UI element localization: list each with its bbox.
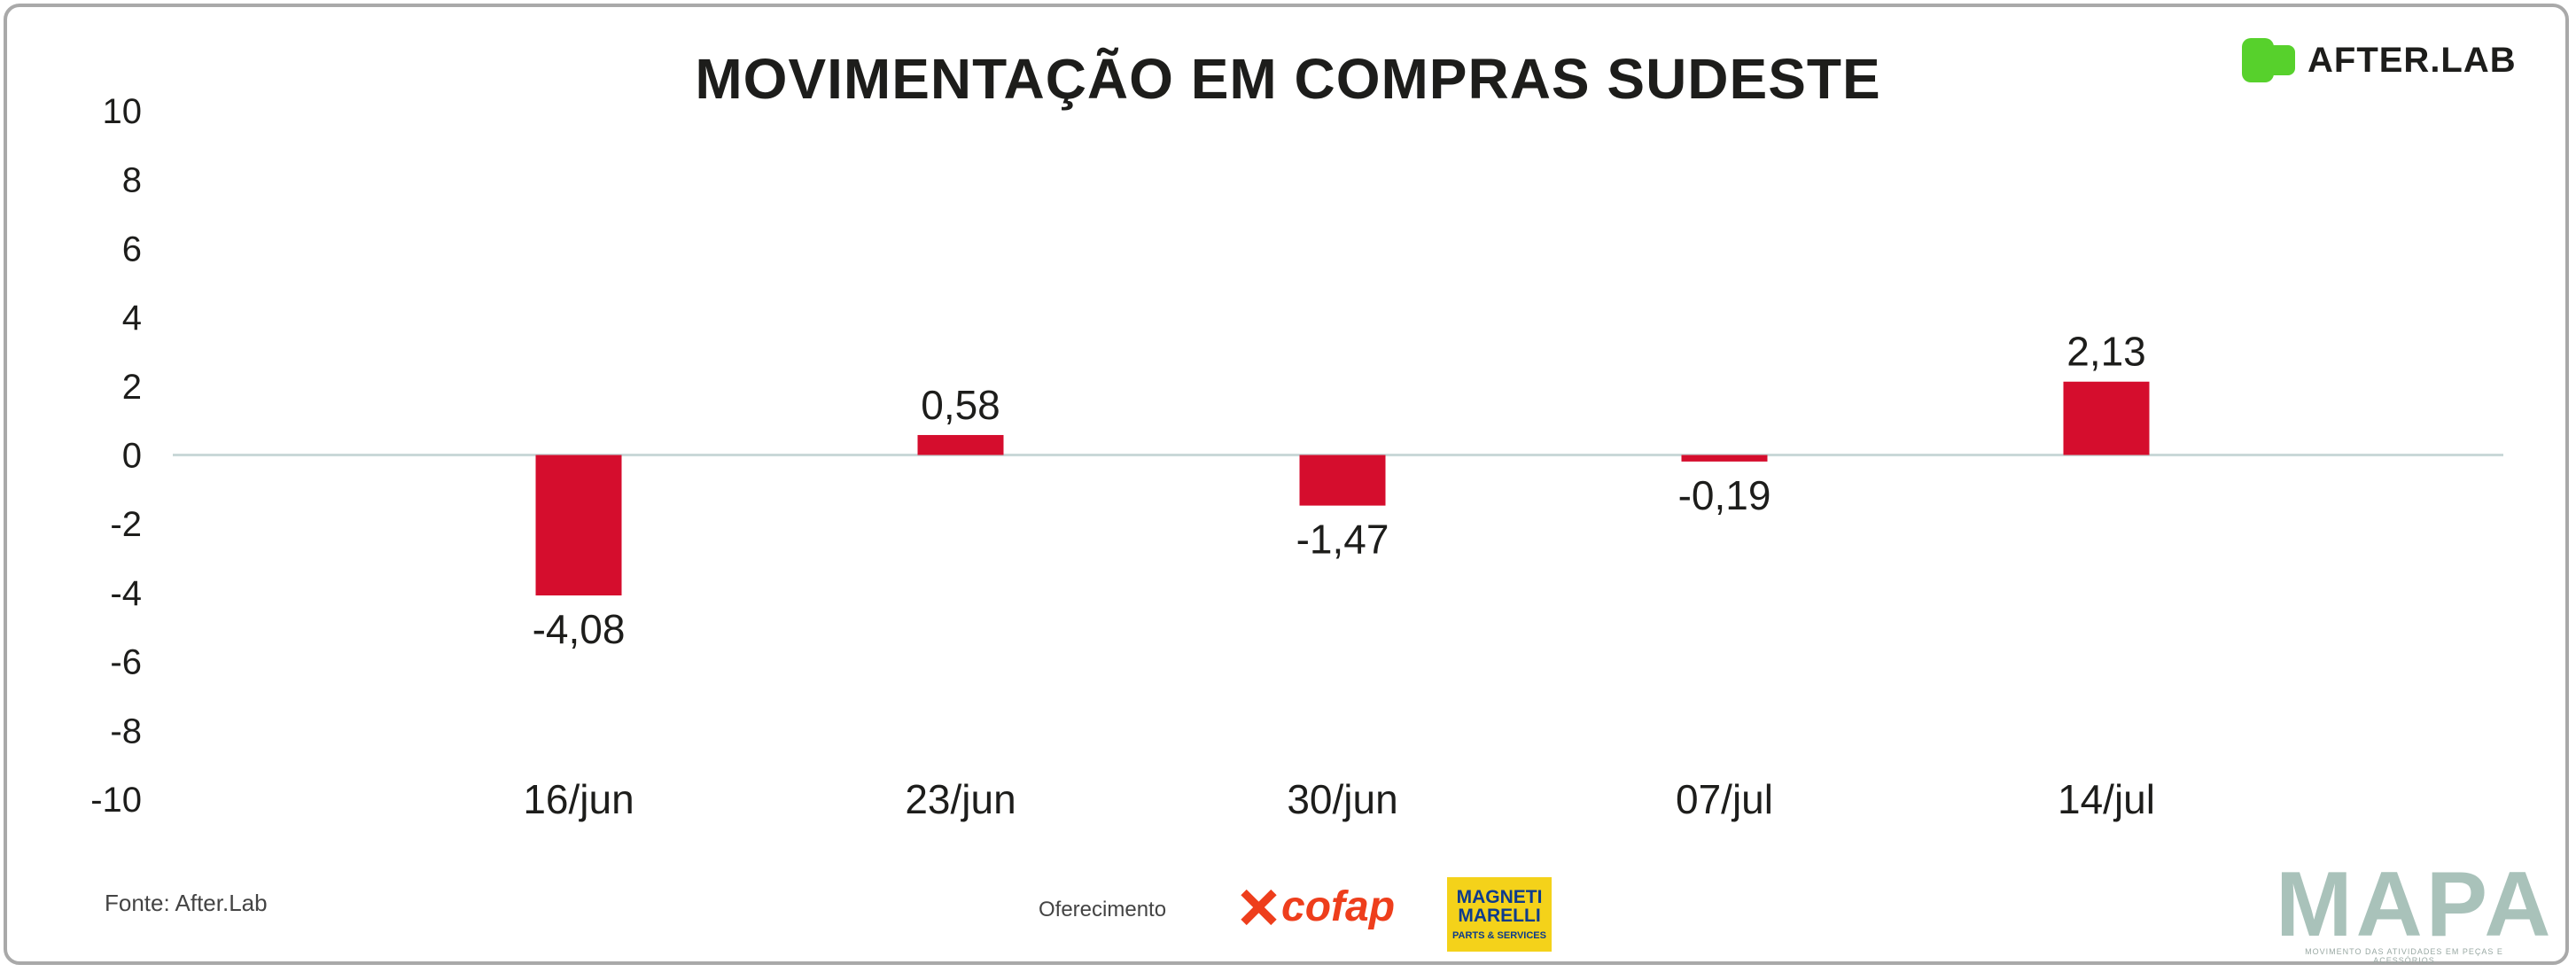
afterlab-logo-text: AFTER.LAB — [2308, 40, 2517, 80]
x-tick-label: 16/jun — [523, 776, 634, 822]
marelli-text: MARELLI — [1458, 906, 1541, 926]
bar — [1681, 455, 1768, 462]
sponsor-label: Oferecimento — [1039, 898, 1167, 921]
data-label: -0,19 — [1678, 472, 1771, 518]
y-tick-label: 2 — [122, 368, 142, 407]
chart-frame — [4, 4, 2569, 965]
afterlab-logo: AFTER.LAB — [2242, 34, 2517, 87]
bar — [535, 455, 622, 596]
y-tick-label: 8 — [122, 161, 142, 200]
x-tick-label: 14/jul — [2058, 776, 2155, 822]
magneti-text: MAGNETI — [1456, 887, 1543, 907]
source-note: Fonte: After.Lab — [105, 890, 268, 916]
data-label: 2,13 — [2066, 329, 2146, 375]
bar — [917, 434, 1004, 455]
cofap-logo-text: cofap — [1281, 883, 1396, 930]
mapa-logo: MAPA MOVIMENTO DAS ATIVIDADES EM PEÇAS E… — [2276, 853, 2555, 965]
y-tick-label: 0 — [122, 437, 142, 476]
data-label: -4,08 — [533, 606, 626, 652]
afterlab-logo-icon — [2242, 38, 2295, 82]
bar — [2063, 381, 2150, 455]
data-label: 0,58 — [921, 382, 1000, 428]
y-tick-label: 6 — [122, 229, 142, 268]
y-tick-label: -6 — [110, 643, 142, 682]
mapa-logo-text: MAPA — [2276, 853, 2555, 956]
mapa-logo-tagline: MOVIMENTO DAS ATIVIDADES EM PEÇAS E ACES… — [2305, 947, 2503, 965]
y-tick-label: -4 — [110, 574, 142, 613]
x-tick-label: 30/jun — [1287, 776, 1397, 822]
cofap-x-icon — [1239, 888, 1278, 927]
y-tick-label: -10 — [90, 781, 142, 820]
parts-services-text: PARTS & SERVICES — [1452, 930, 1546, 941]
bar — [1299, 455, 1386, 506]
y-tick-label: -8 — [110, 712, 142, 750]
y-tick-label: 10 — [103, 92, 143, 131]
x-tick-label: 07/jul — [1676, 776, 1773, 822]
data-label: -1,47 — [1296, 517, 1389, 563]
cofap-logo: cofap — [1239, 883, 1395, 931]
chart-title: MOVIMENTAÇÃO EM COMPRAS SUDESTE — [695, 47, 1881, 111]
x-tick-label: 23/jun — [905, 776, 1016, 822]
magneti-marelli-logo: MAGNETI MARELLI PARTS & SERVICES — [1447, 877, 1552, 952]
y-tick-label: -2 — [110, 505, 142, 544]
y-tick-label: 4 — [122, 299, 142, 338]
